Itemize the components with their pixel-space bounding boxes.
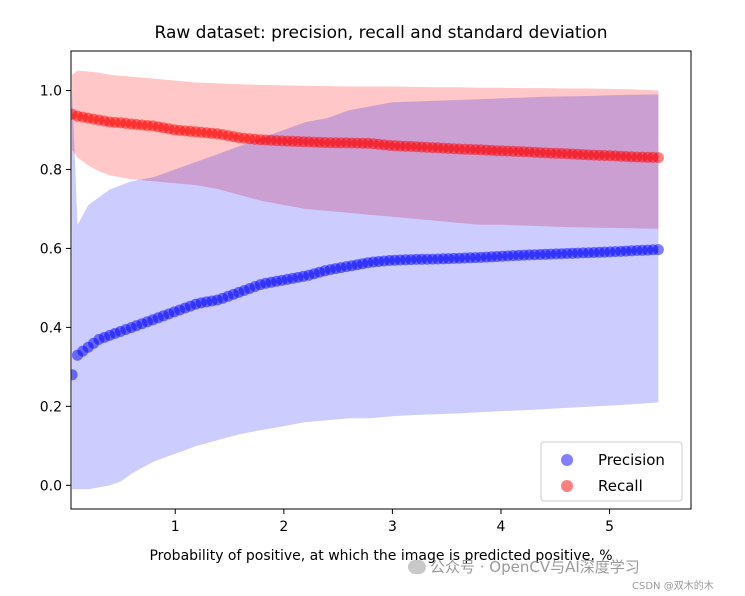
precision-markers: [71, 244, 664, 381]
x-tick-label: 4: [497, 519, 506, 535]
x-tick-label: 1: [171, 519, 180, 535]
precision-std-band: [72, 90, 659, 490]
x-tick-label: 5: [605, 519, 614, 535]
recall-std-band: [72, 70, 659, 229]
plot-area: [71, 70, 664, 490]
y-axis-ticks: 0.0 0.2 0.4 0.6 0.8 1.0: [40, 83, 71, 494]
precision-point: [71, 369, 78, 381]
watermark-text: 公众号 · OpenCV与AI深度学习: [430, 558, 640, 576]
y-tick-label: 0.2: [40, 399, 62, 415]
legend-marker-precision: [561, 454, 573, 466]
watermark: 公众号 · OpenCV与AI深度学习: [408, 556, 640, 577]
legend-marker-recall: [561, 480, 573, 492]
recall-point: [652, 152, 664, 164]
plot-frame: [70, 50, 692, 510]
wechat-icon: [408, 559, 426, 574]
legend: Precision Recall: [540, 441, 683, 502]
chart-title: Raw dataset: precision, recall and stand…: [155, 23, 608, 43]
legend-box: [540, 441, 683, 502]
x-axis-label: Probability of positive, at which the im…: [149, 548, 612, 564]
y-tick-label: 1.0: [40, 83, 62, 99]
csdn-credit: CSDN @双木的木: [632, 581, 714, 592]
x-axis-ticks: 1 2 3 4 5: [171, 509, 614, 535]
recall-markers: [71, 108, 664, 164]
y-tick-label: 0.0: [40, 478, 62, 494]
y-tick-label: 0.6: [40, 241, 62, 257]
legend-label-recall: Recall: [598, 477, 643, 495]
x-tick-label: 2: [279, 519, 288, 535]
x-tick-label: 3: [388, 519, 397, 535]
precision-point: [652, 244, 664, 256]
y-tick-label: 0.8: [40, 162, 62, 178]
y-tick-label: 0.4: [40, 320, 62, 336]
legend-label-precision: Precision: [598, 451, 665, 469]
